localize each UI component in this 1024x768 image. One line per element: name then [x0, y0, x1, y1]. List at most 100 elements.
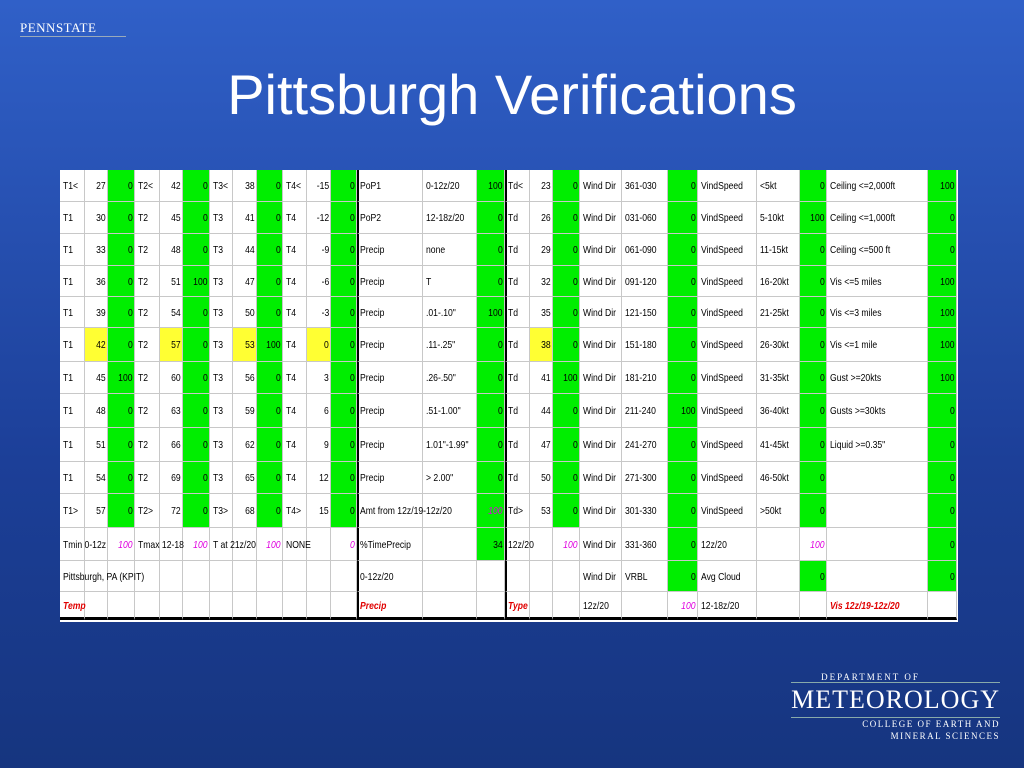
- cell-text: 31-35kt: [760, 372, 789, 384]
- cell-text: 0: [128, 439, 133, 451]
- cell-text: >50kt: [760, 505, 782, 517]
- cell-text: 27: [96, 180, 106, 192]
- cell: [477, 234, 505, 266]
- cell-text: 0: [276, 275, 281, 288]
- cell: [283, 494, 307, 528]
- cell: [160, 297, 183, 328]
- cell: [60, 266, 85, 297]
- cell: [928, 234, 957, 266]
- cell: [423, 592, 477, 620]
- cell: [60, 592, 85, 620]
- cell-text: 091-120: [625, 275, 657, 288]
- cell-text: 181-210: [625, 372, 657, 384]
- cell: [283, 561, 307, 592]
- cell-text: 0: [203, 505, 208, 517]
- cell-text: Td: [508, 439, 519, 451]
- cell: [331, 561, 357, 592]
- department-name: METEOROLOGY: [791, 682, 1000, 718]
- cell: [622, 328, 668, 362]
- cell: [553, 170, 580, 202]
- cell: [553, 362, 580, 394]
- cell: [530, 234, 553, 266]
- cell: [827, 428, 928, 462]
- cell: [757, 328, 800, 362]
- cell: [757, 170, 800, 202]
- cell-text: 211-240: [625, 405, 656, 417]
- department-label: DEPARTMENT OF: [821, 672, 920, 682]
- cell: [423, 428, 477, 462]
- cell: [257, 234, 283, 266]
- cell: [622, 494, 668, 528]
- cell-text: T at 21z/20: [213, 538, 256, 551]
- cell-text: VindSpeed: [701, 405, 743, 417]
- cell: [331, 202, 357, 234]
- cell-text: Type: [508, 600, 528, 612]
- cell: [135, 170, 160, 202]
- cell-text: 0: [128, 306, 133, 319]
- cell-text: 0: [820, 570, 825, 583]
- cell: [530, 297, 553, 328]
- cell-text: 0: [498, 212, 503, 224]
- cell-text: 0: [128, 212, 133, 224]
- cell: [800, 297, 827, 328]
- cell: [357, 592, 423, 620]
- cell: [160, 394, 183, 428]
- cell-text: Wind Dir: [583, 538, 617, 551]
- college-line: MINERAL SCIENCES: [890, 731, 1000, 741]
- cell-text: 100: [563, 372, 578, 384]
- cell: [505, 561, 530, 592]
- cell-text: 45: [171, 212, 181, 224]
- cell: [135, 561, 160, 592]
- cell: [283, 592, 307, 620]
- cell-text: Ceiling <=1,000ft: [830, 212, 896, 224]
- cell: [580, 494, 622, 528]
- cell-text: 46-50kt: [760, 472, 789, 484]
- cell: [928, 297, 957, 328]
- cell-text: 15: [319, 505, 329, 517]
- cell-text: 12: [319, 472, 329, 484]
- cell: [530, 561, 553, 592]
- cell-text: 11-15kt: [760, 244, 789, 256]
- cell-text: T2: [138, 439, 149, 451]
- cell-text: Ceiling <=500 ft: [830, 244, 891, 256]
- cell: [307, 297, 331, 328]
- cell: [698, 528, 757, 561]
- cell-text: 100: [118, 538, 133, 551]
- cell-text: %TimePrecip: [360, 538, 411, 551]
- cell: [928, 170, 957, 202]
- cell: [183, 362, 210, 394]
- cell-text: PoP2: [360, 212, 382, 224]
- cell: [160, 234, 183, 266]
- cell-text: 0: [350, 405, 355, 417]
- cell-text: Ceiling <=2,000ft: [830, 180, 896, 192]
- cell-text: 0: [128, 405, 133, 417]
- cell-text: T4: [286, 472, 297, 484]
- cell: [800, 494, 827, 528]
- cell-text: Precip: [360, 244, 385, 256]
- cell-text: 061-090: [625, 244, 657, 256]
- cell-text: 0: [573, 306, 578, 319]
- cell: [668, 592, 698, 620]
- cell: [85, 428, 108, 462]
- cell-text: 57: [171, 339, 181, 351]
- cell-text: .11-.25": [426, 339, 456, 351]
- cell-text: 12z/20: [508, 538, 534, 551]
- cell: [477, 462, 505, 494]
- cell-text: -15: [316, 180, 329, 192]
- cell-text: 100: [940, 180, 955, 192]
- cell-text: 100: [563, 538, 578, 551]
- cell-text: Td<: [508, 180, 524, 192]
- cell: [505, 202, 530, 234]
- cell: [85, 362, 108, 394]
- cell-text: 0-12z/20: [360, 570, 394, 583]
- cell: [622, 170, 668, 202]
- cell-text: 0: [820, 505, 825, 517]
- cell: [477, 494, 505, 528]
- cell-text: 51: [171, 275, 181, 288]
- cell: [257, 362, 283, 394]
- cell-text: 0: [276, 472, 281, 484]
- cell-text: 0: [820, 339, 825, 351]
- cell-text: Wind Dir: [583, 472, 617, 484]
- cell: [331, 394, 357, 428]
